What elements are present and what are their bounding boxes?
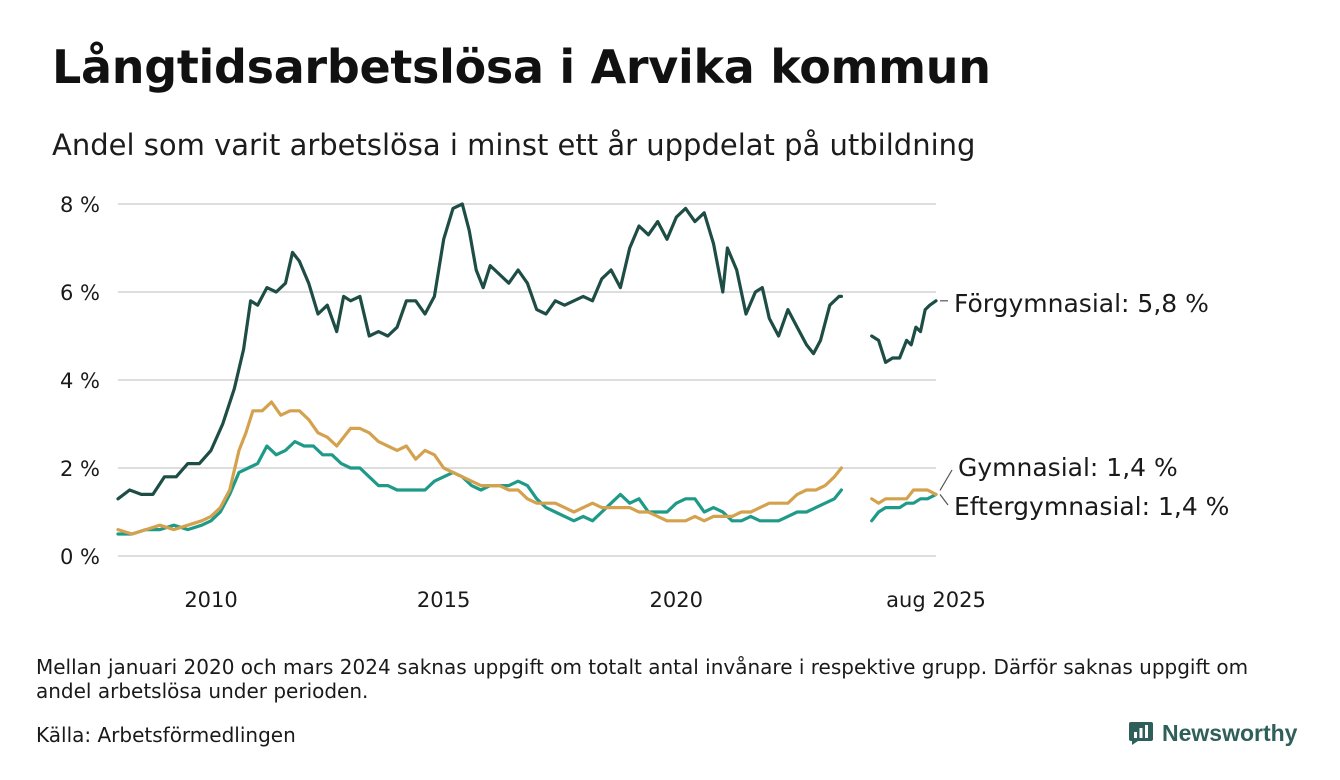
brand-name: Newsworthy: [1162, 719, 1298, 746]
series-line-gymnasial: [870, 488, 938, 505]
y-tick-label: 6 %: [60, 281, 100, 305]
x-axis: 2010 2015 2020 aug 2025: [184, 588, 986, 612]
series-line-eftergymnasial: [116, 440, 843, 536]
y-tick-label: 2 %: [60, 457, 100, 481]
y-axis: 0 % 2 % 4 % 6 % 8 %: [60, 193, 100, 569]
footnote: Mellan januari 2020 och mars 2024 saknas…: [36, 655, 1249, 703]
series-line-forgymnasial: [116, 202, 843, 501]
source-note: Källa: Arbetsförmedlingen: [36, 723, 296, 747]
label-leader-line: [939, 494, 949, 506]
x-tick-label: 2015: [417, 588, 470, 612]
x-tick-label: 2010: [184, 588, 237, 612]
newsworthy-icon: [1129, 722, 1153, 745]
series-line-forgymnasial: [870, 299, 938, 364]
x-tick-label: aug 2025: [886, 588, 986, 612]
grid-lines: [118, 203, 936, 557]
x-tick-label: 2020: [650, 588, 703, 612]
y-tick-label: 0 %: [60, 545, 100, 569]
series-lines: [116, 202, 938, 536]
series-line-eftergymnasial: [870, 492, 938, 523]
series-line-gymnasial: [116, 400, 843, 536]
label-leader-line: [939, 469, 953, 491]
y-tick-label: 4 %: [60, 369, 100, 393]
y-tick-label: 8 %: [60, 193, 100, 217]
series-end-labels: Förgymnasial: 5,8 % Gymnasial: 1,4 % Efter…: [939, 289, 1229, 521]
page-title: Långtidsarbetslösa i Arvika kommun: [52, 40, 991, 94]
line-chart: 0 % 2 % 4 % 6 % 8 % 2010 2015 2020 aug 2025 För…: [60, 193, 1229, 612]
series-end-label-forgymnasial: Förgymnasial: 5,8 %: [954, 289, 1209, 318]
series-end-label-eftergymnasial: Eftergymnasial: 1,4 %: [954, 492, 1229, 521]
brand-logo: Newsworthy: [1128, 716, 1297, 750]
series-end-label-gymnasial: Gymnasial: 1,4 %: [958, 453, 1178, 482]
page-subtitle: Andel som varit arbetslösa i minst ett å…: [52, 128, 976, 162]
